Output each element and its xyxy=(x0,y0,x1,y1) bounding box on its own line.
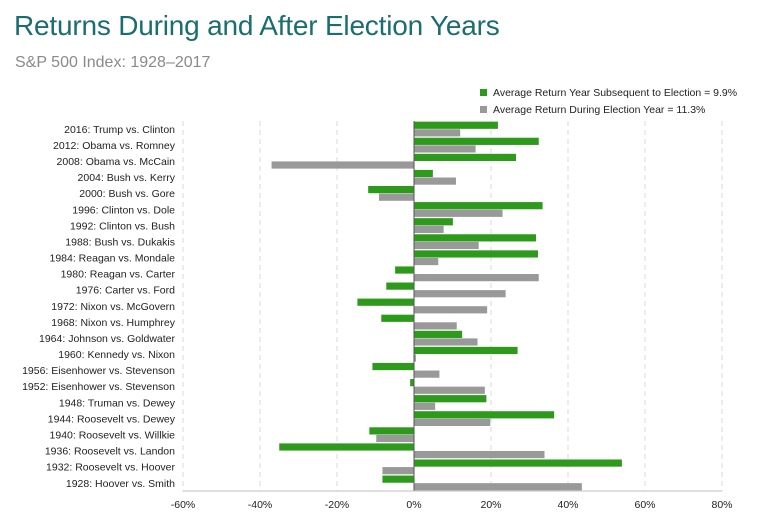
bar-election-year xyxy=(378,193,414,201)
bar-election-year xyxy=(271,161,414,169)
bar-subsequent-year xyxy=(369,427,414,435)
bar-election-year xyxy=(414,370,440,378)
category-label: 2000: Bush vs. Gore xyxy=(79,188,175,200)
x-tick-label: 40% xyxy=(557,499,578,511)
bar-subsequent-year xyxy=(410,379,414,387)
bar-election-year xyxy=(414,450,545,459)
legend-swatch-election-year xyxy=(480,106,487,113)
category-label: 1980: Reagan vs. Carter xyxy=(61,269,176,281)
bar-election-year xyxy=(414,306,488,314)
x-tick-label: 80% xyxy=(711,499,732,511)
bar-subsequent-year xyxy=(414,250,538,258)
bar-election-year xyxy=(414,225,444,233)
category-label: 2004: Bush vs. Kerry xyxy=(78,172,176,184)
bar-subsequent-year xyxy=(414,411,555,419)
bar-election-year xyxy=(414,418,491,427)
legend-swatch-subsequent xyxy=(480,89,487,96)
bar-subsequent-year xyxy=(414,218,453,226)
bar-subsequent-year xyxy=(368,185,414,194)
x-tick-label: -20% xyxy=(325,499,350,511)
category-label: 1964: Johnson vs. Goldwater xyxy=(39,333,176,345)
category-label: 1960: Kennedy vs. Nixon xyxy=(58,349,175,361)
bar-subsequent-year xyxy=(395,266,414,274)
category-label: 1968: Nixon vs. Humphrey xyxy=(51,317,175,329)
category-label: 1992: Clinton vs. Bush xyxy=(70,220,175,232)
bar-subsequent-year xyxy=(414,202,543,210)
category-label: 1948: Truman vs. Dewey xyxy=(59,397,176,409)
x-tick-label: 0% xyxy=(406,499,421,511)
bar-subsequent-year xyxy=(414,395,487,403)
chart-subtitle: S&P 500 Index: 1928–2017 xyxy=(15,54,211,71)
bar-election-year xyxy=(376,434,414,443)
category-label: 2008: Obama vs. McCain xyxy=(57,156,176,168)
legend-label-subsequent: Average Return Year Subsequent to Electi… xyxy=(493,86,738,99)
category-label: 2012: Obama vs. Romney xyxy=(53,140,176,152)
bar-subsequent-year xyxy=(414,459,622,467)
x-tick-label: 20% xyxy=(480,499,501,511)
bar-election-year xyxy=(414,354,416,362)
bar-subsequent-year xyxy=(381,314,414,322)
bar-subsequent-year xyxy=(382,475,414,483)
bar-subsequent-year xyxy=(279,443,414,451)
bar-election-year xyxy=(414,338,478,346)
bar-election-year xyxy=(414,177,456,185)
bar-election-year xyxy=(414,274,539,282)
legend-label-election-year: Average Return During Election Year = 11… xyxy=(493,103,706,116)
category-label: 1944: Roosevelt vs. Dewey xyxy=(48,413,176,425)
bar-subsequent-year xyxy=(414,169,433,178)
category-label: 1988: Bush vs. Dukakis xyxy=(65,236,175,248)
bar-subsequent-year xyxy=(372,362,414,371)
bar-election-year xyxy=(414,402,436,410)
x-tick-label: -60% xyxy=(171,499,196,511)
x-tick-label: 60% xyxy=(634,499,655,511)
bar-election-year xyxy=(414,322,457,330)
category-label: 1932: Roosevelt vs. Hoover xyxy=(46,462,175,474)
bar-election-year xyxy=(414,241,479,250)
bar-election-year xyxy=(414,209,503,217)
bar-subsequent-year xyxy=(357,298,414,306)
legend-item-subsequent: Average Return Year Subsequent to Electi… xyxy=(480,84,737,101)
bar-subsequent-year xyxy=(414,346,518,355)
bar-subsequent-year xyxy=(386,282,414,290)
bar-election-year xyxy=(414,145,476,153)
category-label: 1976: Carter vs. Ford xyxy=(76,285,175,297)
category-label: 1940: Roosevelt vs. Willkie xyxy=(50,429,176,441)
bar-election-year xyxy=(382,467,414,475)
category-label: 1984: Reagan vs. Mondale xyxy=(49,253,175,265)
category-label: 1928: Hoover vs. Smith xyxy=(66,478,175,490)
chart-title: Returns During and After Election Years xyxy=(14,10,500,41)
legend-item-election-year: Average Return During Election Year = 11… xyxy=(480,101,737,118)
category-label: 2016: Trump vs. Clinton xyxy=(64,124,175,136)
bar-subsequent-year xyxy=(414,137,539,145)
bar-election-year xyxy=(414,483,582,491)
category-label: 1956: Eisenhower vs. Stevenson xyxy=(22,365,175,377)
category-label: 1936: Roosevelt vs. Landon xyxy=(45,446,175,458)
legend: Average Return Year Subsequent to Electi… xyxy=(480,84,737,118)
category-label: 1952: Eisenhower vs. Stevenson xyxy=(22,381,175,393)
bar-election-year xyxy=(414,257,439,266)
bar-subsequent-year xyxy=(414,121,498,129)
bar-election-year xyxy=(414,129,461,137)
bar-election-year xyxy=(414,290,506,298)
category-label: 1972: Nixon vs. McGovern xyxy=(51,301,175,313)
bar-subsequent-year xyxy=(414,330,463,338)
category-label: 1996: Clinton vs. Dole xyxy=(72,204,175,216)
bar-election-year xyxy=(414,386,485,394)
x-tick-label: -40% xyxy=(248,499,273,511)
bar-subsequent-year xyxy=(414,153,517,162)
bar-subsequent-year xyxy=(414,234,537,242)
